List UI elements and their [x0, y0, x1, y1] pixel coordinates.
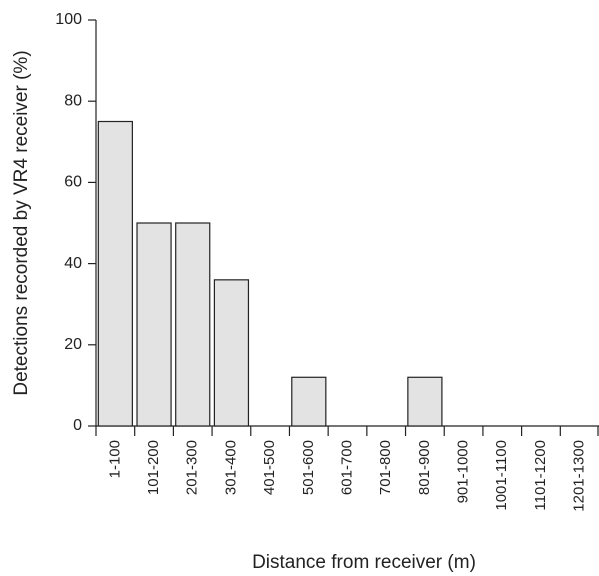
x-tick-label: 701-800: [377, 440, 394, 495]
x-tick-label: 1001-1100: [493, 440, 510, 511]
y-tick-label: 20: [64, 336, 82, 353]
x-tick-label: 101-200: [145, 440, 162, 495]
y-tick-label: 0: [73, 417, 82, 434]
bar: [175, 222, 211, 427]
bar: [97, 120, 133, 427]
x-tick-label: 801-900: [416, 440, 433, 495]
y-tick-label: 40: [64, 255, 82, 272]
x-tick-label: 201-300: [184, 440, 201, 495]
bar: [213, 279, 250, 427]
x-tick-label: 501-600: [300, 440, 317, 495]
x-axis-label: Distance from receiver (m): [252, 552, 476, 573]
x-tick-label: 1201-1300: [571, 440, 588, 512]
y-tick-label: 80: [64, 92, 82, 109]
bar: [291, 376, 327, 427]
bar: [407, 376, 443, 427]
x-tick-label: 601-700: [338, 440, 355, 495]
bar: [136, 222, 172, 427]
y-tick-label: 60: [64, 174, 82, 191]
y-axis-label: Detections recorded by VR4 receiver (%): [11, 50, 32, 395]
x-tick-label: 901-1000: [455, 440, 472, 503]
y-tick-label: 100: [55, 11, 82, 28]
x-tick-label: 301-400: [222, 440, 239, 495]
x-tick-label: 1101-1200: [532, 440, 549, 511]
x-tick-label: 401-500: [261, 440, 278, 495]
x-tick-label: 1-100: [106, 440, 123, 478]
